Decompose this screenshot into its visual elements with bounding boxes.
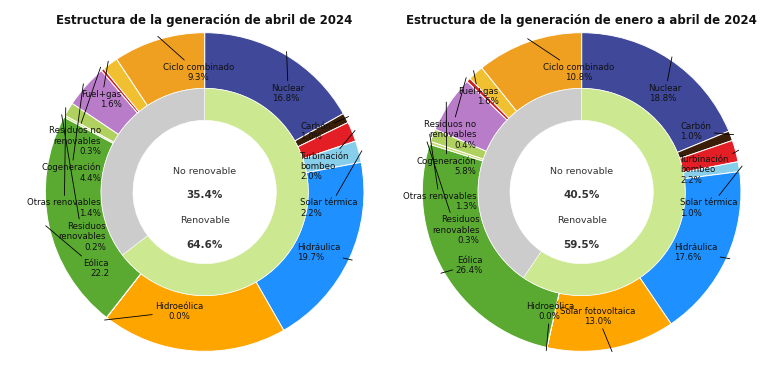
Wedge shape: [467, 78, 509, 120]
Text: Otras renovables
1.4%: Otras renovables 1.4%: [28, 108, 101, 218]
Wedge shape: [204, 33, 343, 141]
Wedge shape: [680, 141, 738, 172]
Wedge shape: [422, 144, 559, 348]
Wedge shape: [295, 114, 348, 147]
Wedge shape: [122, 88, 308, 296]
Wedge shape: [72, 71, 137, 134]
Text: Fuel+gas
1.6%: Fuel+gas 1.6%: [458, 71, 498, 106]
Text: Turbinación
bombeo
2.2%: Turbinación bombeo 2.2%: [680, 150, 739, 185]
Text: Ciclo combinado
9.3%: Ciclo combinado 9.3%: [157, 36, 234, 82]
Text: Hidroeólica
0.0%: Hidroeólica 0.0%: [525, 302, 574, 351]
Wedge shape: [482, 33, 581, 111]
Wedge shape: [65, 103, 118, 142]
Wedge shape: [101, 69, 139, 113]
Wedge shape: [101, 88, 204, 255]
Text: Otras renovables
1.3%: Otras renovables 1.3%: [403, 134, 476, 211]
Wedge shape: [117, 33, 204, 106]
Wedge shape: [107, 273, 141, 318]
Wedge shape: [435, 81, 507, 151]
Text: 35.4%: 35.4%: [187, 190, 223, 200]
Text: Fuel+gas
1.6%: Fuel+gas 1.6%: [81, 61, 122, 109]
Title: Estructura de la generación de enero a abril de 2024: Estructura de la generación de enero a a…: [406, 14, 757, 27]
Text: Carbón
1.0%: Carbón 1.0%: [300, 117, 349, 141]
Text: Renovable: Renovable: [557, 216, 607, 225]
Text: Solar térmica
2.2%: Solar térmica 2.2%: [300, 151, 362, 218]
Text: Solar fotovoltaica
18.8%: Solar fotovoltaica 18.8%: [0, 383, 1, 384]
Text: 59.5%: 59.5%: [564, 240, 600, 250]
Text: Nuclear
18.8%: Nuclear 18.8%: [648, 57, 682, 103]
Wedge shape: [677, 131, 733, 159]
Text: Hidráulica
17.6%: Hidráulica 17.6%: [674, 243, 730, 262]
Wedge shape: [429, 141, 483, 161]
Text: Solar fotovoltaica
13.0%: Solar fotovoltaica 13.0%: [560, 306, 635, 352]
Text: 64.6%: 64.6%: [187, 240, 223, 250]
Text: Eólica
26.4%: Eólica 26.4%: [441, 256, 483, 275]
Text: Renovable: Renovable: [180, 216, 230, 225]
Title: Estructura de la generación de abril de 2024: Estructura de la generación de abril de …: [57, 14, 353, 27]
Text: Solar térmica
1.0%: Solar térmica 1.0%: [680, 166, 742, 218]
Wedge shape: [303, 141, 361, 173]
Wedge shape: [547, 293, 559, 348]
Text: Nuclear
16.8%: Nuclear 16.8%: [272, 51, 305, 103]
Text: 40.5%: 40.5%: [564, 190, 600, 200]
Text: Cogeneración
4.4%: Cogeneración 4.4%: [41, 84, 101, 183]
Wedge shape: [256, 162, 364, 330]
Text: Residuos
renovables
0.3%: Residuos renovables 0.3%: [427, 142, 480, 245]
Text: Residuos no
renovables
0.3%: Residuos no renovables 0.3%: [49, 67, 101, 156]
Text: Carbón
1.0%: Carbón 1.0%: [680, 122, 733, 141]
Text: Residuos no
renovables
0.4%: Residuos no renovables 0.4%: [425, 78, 476, 149]
Wedge shape: [431, 129, 486, 159]
Wedge shape: [104, 59, 147, 112]
Wedge shape: [45, 117, 141, 318]
Text: No renovable: No renovable: [173, 167, 237, 176]
Text: Eólica
22.2: Eólica 22.2: [45, 226, 109, 278]
Wedge shape: [298, 122, 356, 159]
Wedge shape: [478, 88, 581, 278]
Text: Cogeneración
5.8%: Cogeneración 5.8%: [417, 102, 476, 177]
Text: No renovable: No renovable: [550, 167, 613, 176]
Wedge shape: [684, 162, 740, 179]
Text: Ciclo combinado
10.8%: Ciclo combinado 10.8%: [528, 39, 614, 82]
Wedge shape: [64, 115, 114, 143]
Wedge shape: [524, 88, 685, 296]
Wedge shape: [547, 278, 671, 351]
Text: Hidráulica
19.7%: Hidráulica 19.7%: [297, 243, 353, 262]
Wedge shape: [470, 68, 517, 118]
Text: Hidroeólica
0.0%: Hidroeólica 0.0%: [104, 302, 204, 321]
Wedge shape: [581, 33, 729, 152]
Wedge shape: [640, 172, 741, 324]
Text: Residuos
renovables
0.2%: Residuos renovables 0.2%: [58, 115, 106, 252]
Text: Turbinación
bombeo
2.0%: Turbinación bombeo 2.0%: [300, 131, 355, 181]
Wedge shape: [107, 274, 283, 351]
